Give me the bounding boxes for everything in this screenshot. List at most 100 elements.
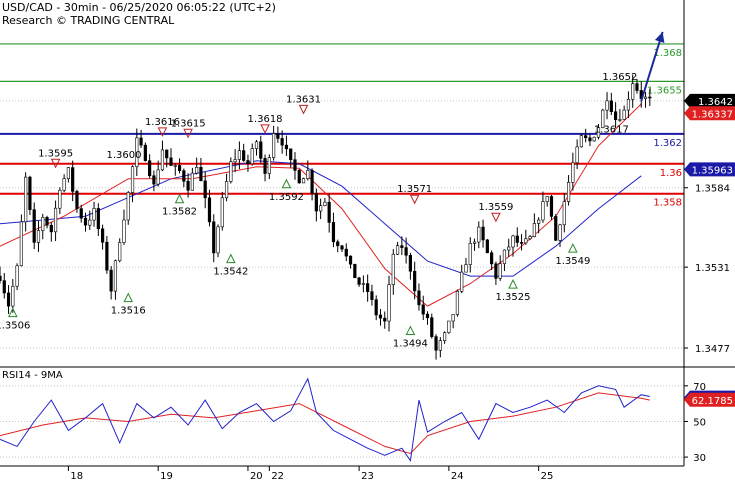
candle-body xyxy=(588,137,592,142)
high-marker xyxy=(50,158,61,169)
candle-body xyxy=(357,277,361,285)
candle-body xyxy=(11,285,15,307)
candle-body xyxy=(353,263,357,279)
annotation-label: 1.3592 xyxy=(269,192,304,203)
candle-body xyxy=(195,166,199,174)
rsi-title: RSI14 - 9MA xyxy=(2,370,63,381)
candle-body xyxy=(276,133,280,139)
candle-body xyxy=(19,221,23,267)
candle-body xyxy=(118,242,122,262)
candle-body xyxy=(404,247,408,256)
candle-body xyxy=(327,201,331,223)
candle-body xyxy=(259,141,263,159)
annotation-label: 1.3516 xyxy=(111,306,146,317)
candle-body xyxy=(49,224,53,233)
candle-body xyxy=(618,119,622,121)
candle-body xyxy=(609,100,613,113)
candle-body xyxy=(366,283,370,292)
candle-body xyxy=(631,83,635,100)
candle-body xyxy=(460,271,464,292)
candle-body xyxy=(101,228,105,243)
candle-body xyxy=(340,245,344,250)
candle-body xyxy=(383,317,387,322)
annotation-label: 1.3618 xyxy=(248,114,283,125)
high-marker xyxy=(409,194,420,205)
rsi-y-tick-label: 70 xyxy=(693,382,706,393)
candle-body xyxy=(498,263,502,279)
candle-body xyxy=(0,275,2,281)
candles xyxy=(0,74,652,360)
annotation-label: 1.3652 xyxy=(602,72,637,83)
annotation-label: 1.3616 xyxy=(145,117,180,128)
price-tag-blue-label: 1.35963 xyxy=(692,165,733,176)
annotation-label: 1.3525 xyxy=(496,292,531,303)
candle-body xyxy=(83,217,88,226)
target-arrow-head xyxy=(654,31,665,43)
candle-body xyxy=(75,191,79,209)
candle-body xyxy=(267,157,271,174)
candle-body xyxy=(306,170,310,179)
candle-body xyxy=(66,167,70,179)
moving-averages xyxy=(0,103,642,307)
candle-body xyxy=(109,269,113,292)
rsi-y-tick-label: 50 xyxy=(693,417,706,428)
candle-body xyxy=(88,219,92,226)
low-marker xyxy=(281,178,292,189)
candle-body xyxy=(361,283,365,285)
candle-body xyxy=(344,248,348,257)
candle-body xyxy=(105,241,109,271)
candle-body xyxy=(242,150,246,161)
annotation-label: 1.3494 xyxy=(393,339,428,350)
candle-body xyxy=(229,161,233,182)
candle-body xyxy=(301,178,306,184)
price-tag-red-label: 1.36337 xyxy=(692,109,733,120)
candle-body xyxy=(622,109,626,120)
annotation-label: 1.3506 xyxy=(0,321,30,332)
x-tick-label: 20 xyxy=(250,471,263,480)
candle-body xyxy=(451,314,455,322)
candle-body xyxy=(182,170,186,182)
candle-body xyxy=(575,146,579,164)
candle-body xyxy=(297,170,301,184)
price-tag-black xyxy=(684,93,735,108)
candle-body xyxy=(331,222,336,243)
candle-body xyxy=(485,239,489,254)
candle-body xyxy=(464,264,468,273)
candle-body xyxy=(596,127,601,138)
candle-body xyxy=(207,197,212,223)
candle-body xyxy=(387,284,391,322)
candle-body xyxy=(494,263,498,279)
candle-body xyxy=(490,252,494,265)
low-marker xyxy=(174,193,185,204)
high-marker xyxy=(183,128,193,139)
low-marker xyxy=(226,253,236,264)
low-marker xyxy=(123,292,134,303)
x-tick-label: 23 xyxy=(361,471,374,480)
candle-body xyxy=(400,245,404,248)
candle-body xyxy=(289,148,293,160)
candle-body xyxy=(122,219,126,243)
candle-body xyxy=(139,137,143,146)
rsi-y-tick-label: 30 xyxy=(693,453,706,464)
low-marker xyxy=(508,279,518,289)
candle-body xyxy=(156,169,160,185)
target-arrow-shaft xyxy=(640,31,664,102)
candle-body xyxy=(2,280,6,294)
candle-body xyxy=(173,165,177,167)
candle-body xyxy=(571,162,575,183)
annotation-label: 1.3571 xyxy=(397,184,432,195)
candle-body xyxy=(468,243,472,265)
candle-body xyxy=(143,144,147,161)
candle-body xyxy=(378,314,383,319)
candle-body xyxy=(511,235,515,248)
annotation-label: 1.3595 xyxy=(38,148,73,159)
candle-body xyxy=(169,157,173,166)
candle-body xyxy=(177,165,182,171)
candle-body xyxy=(541,201,545,221)
level-label: 1.36 xyxy=(660,168,682,179)
candle-body xyxy=(584,135,588,139)
candle-body xyxy=(455,290,460,315)
candle-body xyxy=(438,340,442,351)
